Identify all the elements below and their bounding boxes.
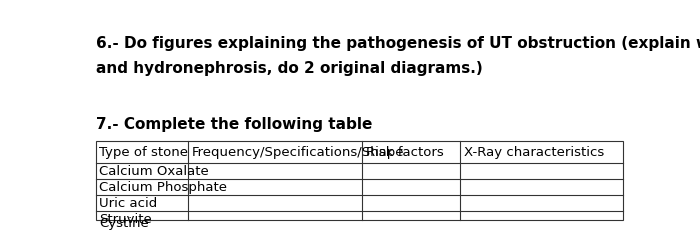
Text: Struvite: Struvite bbox=[99, 213, 152, 226]
Text: Frequency/Specifications/Shape: Frequency/Specifications/Shape bbox=[192, 145, 405, 159]
Text: Risk factors: Risk factors bbox=[366, 145, 444, 159]
Text: Cystine: Cystine bbox=[99, 217, 149, 231]
Text: 6.- Do figures explaining the pathogenesis of UT obstruction (explain what happe: 6.- Do figures explaining the pathogenes… bbox=[96, 36, 700, 51]
Bar bbox=[96, 141, 624, 220]
Text: Calcium Phosphate: Calcium Phosphate bbox=[99, 181, 228, 194]
Text: Uric acid: Uric acid bbox=[99, 197, 158, 210]
Text: Calcium Oxalate: Calcium Oxalate bbox=[99, 165, 209, 178]
Text: X-Ray characteristics: X-Ray characteristics bbox=[463, 145, 604, 159]
Text: 7.- Complete the following table: 7.- Complete the following table bbox=[96, 117, 372, 132]
Text: Type of stone: Type of stone bbox=[99, 145, 188, 159]
Text: and hydronephrosis, do 2 original diagrams.): and hydronephrosis, do 2 original diagra… bbox=[96, 61, 482, 76]
